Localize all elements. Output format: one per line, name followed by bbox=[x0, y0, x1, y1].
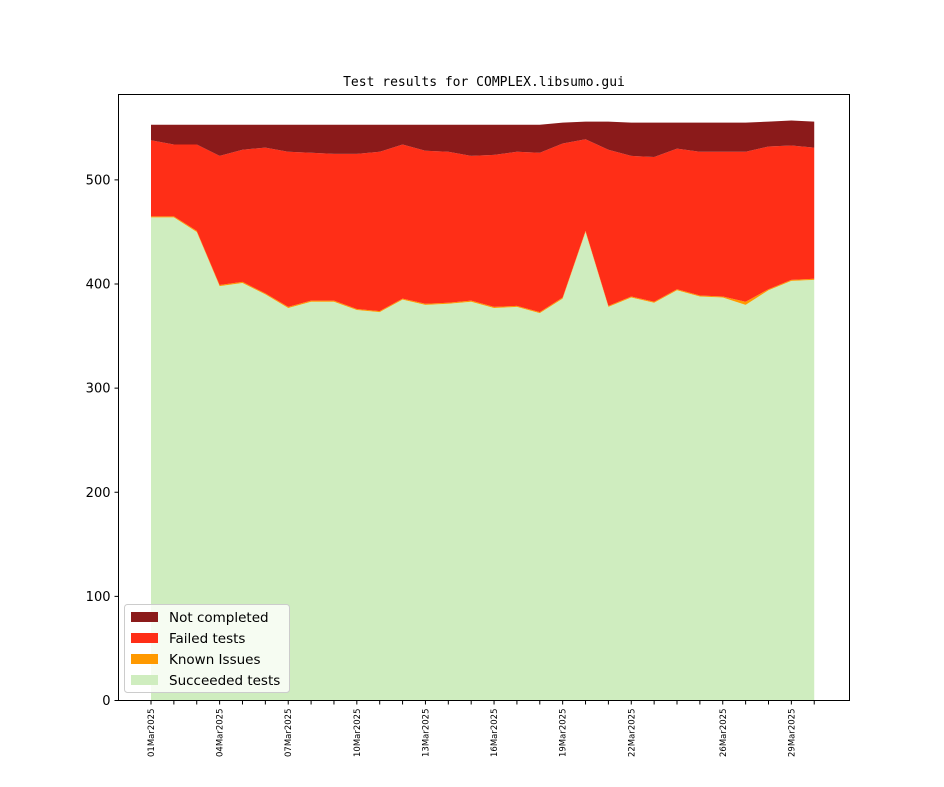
x-tick-label: 26Mar2025 bbox=[719, 709, 729, 758]
plot-frame bbox=[118, 94, 850, 701]
y-tick-label: 200 bbox=[86, 486, 111, 501]
y-axis: 0 100 200 300 400 500 bbox=[86, 173, 119, 709]
y-tick-label: 0 bbox=[102, 694, 110, 709]
y-tick-label: 100 bbox=[86, 590, 111, 605]
legend-label-succeeded-tests: Succeeded tests bbox=[169, 673, 280, 689]
x-tick-label: 22Mar2025 bbox=[627, 709, 637, 758]
legend-label-not-completed: Not completed bbox=[169, 610, 269, 626]
area-not-completed bbox=[151, 120, 815, 157]
area-failed-tests bbox=[151, 139, 815, 313]
x-tick-label: 29Mar2025 bbox=[787, 709, 797, 758]
area-succeeded-tests bbox=[151, 217, 815, 701]
legend-swatch-not-completed bbox=[131, 612, 158, 622]
chart-title: Test results for COMPLEX.libsumo.gui bbox=[343, 75, 625, 90]
y-tick-label: 500 bbox=[86, 173, 111, 188]
x-axis: 01Mar2025 04Mar2025 07Mar2025 10Mar2025 13Ma… bbox=[147, 700, 815, 758]
x-tick-label: 01Mar2025 bbox=[147, 709, 157, 758]
x-tick-label: 13Mar2025 bbox=[421, 709, 431, 758]
stacked-areas bbox=[151, 120, 815, 701]
y-tick-label: 300 bbox=[86, 382, 111, 397]
legend-label-failed-tests: Failed tests bbox=[169, 631, 245, 647]
x-tick-label: 19Mar2025 bbox=[559, 709, 569, 758]
x-tick-label: 07Mar2025 bbox=[284, 709, 294, 758]
x-tick-label: 10Mar2025 bbox=[353, 709, 363, 758]
legend-box bbox=[124, 604, 290, 693]
legend: Not completed Failed tests Known Issues Suc… bbox=[124, 604, 290, 693]
x-tick-label: 16Mar2025 bbox=[490, 709, 500, 758]
legend-swatch-succeeded-tests bbox=[131, 675, 158, 685]
x-tick-label: 04Mar2025 bbox=[216, 709, 226, 758]
legend-swatch-known-issues bbox=[131, 654, 158, 664]
legend-label-known-issues: Known Issues bbox=[169, 652, 261, 668]
legend-swatch-failed-tests bbox=[131, 633, 158, 643]
y-tick-label: 400 bbox=[86, 278, 111, 293]
